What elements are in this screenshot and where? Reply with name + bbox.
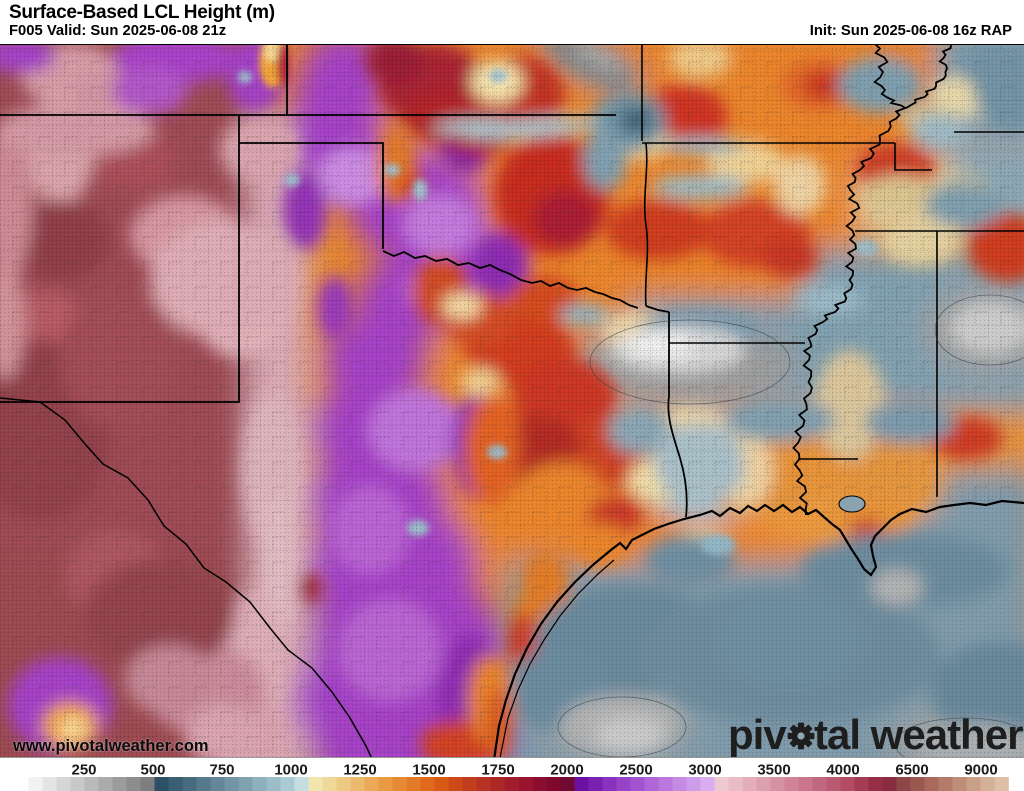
svg-text:250: 250 (71, 762, 96, 779)
svg-text:9000: 9000 (964, 762, 997, 779)
svg-text:2000: 2000 (550, 762, 583, 779)
svg-text:1000: 1000 (274, 762, 307, 779)
svg-text:750: 750 (209, 762, 234, 779)
svg-text:2500: 2500 (619, 762, 652, 779)
svg-text:1250: 1250 (343, 762, 376, 779)
svg-text:4000: 4000 (826, 762, 859, 779)
svg-text:6500: 6500 (895, 762, 928, 779)
svg-text:1500: 1500 (412, 762, 445, 779)
svg-text:500: 500 (140, 762, 165, 779)
svg-text:3500: 3500 (757, 762, 790, 779)
svg-text:1750: 1750 (481, 762, 514, 779)
svg-text:3000: 3000 (688, 762, 721, 779)
